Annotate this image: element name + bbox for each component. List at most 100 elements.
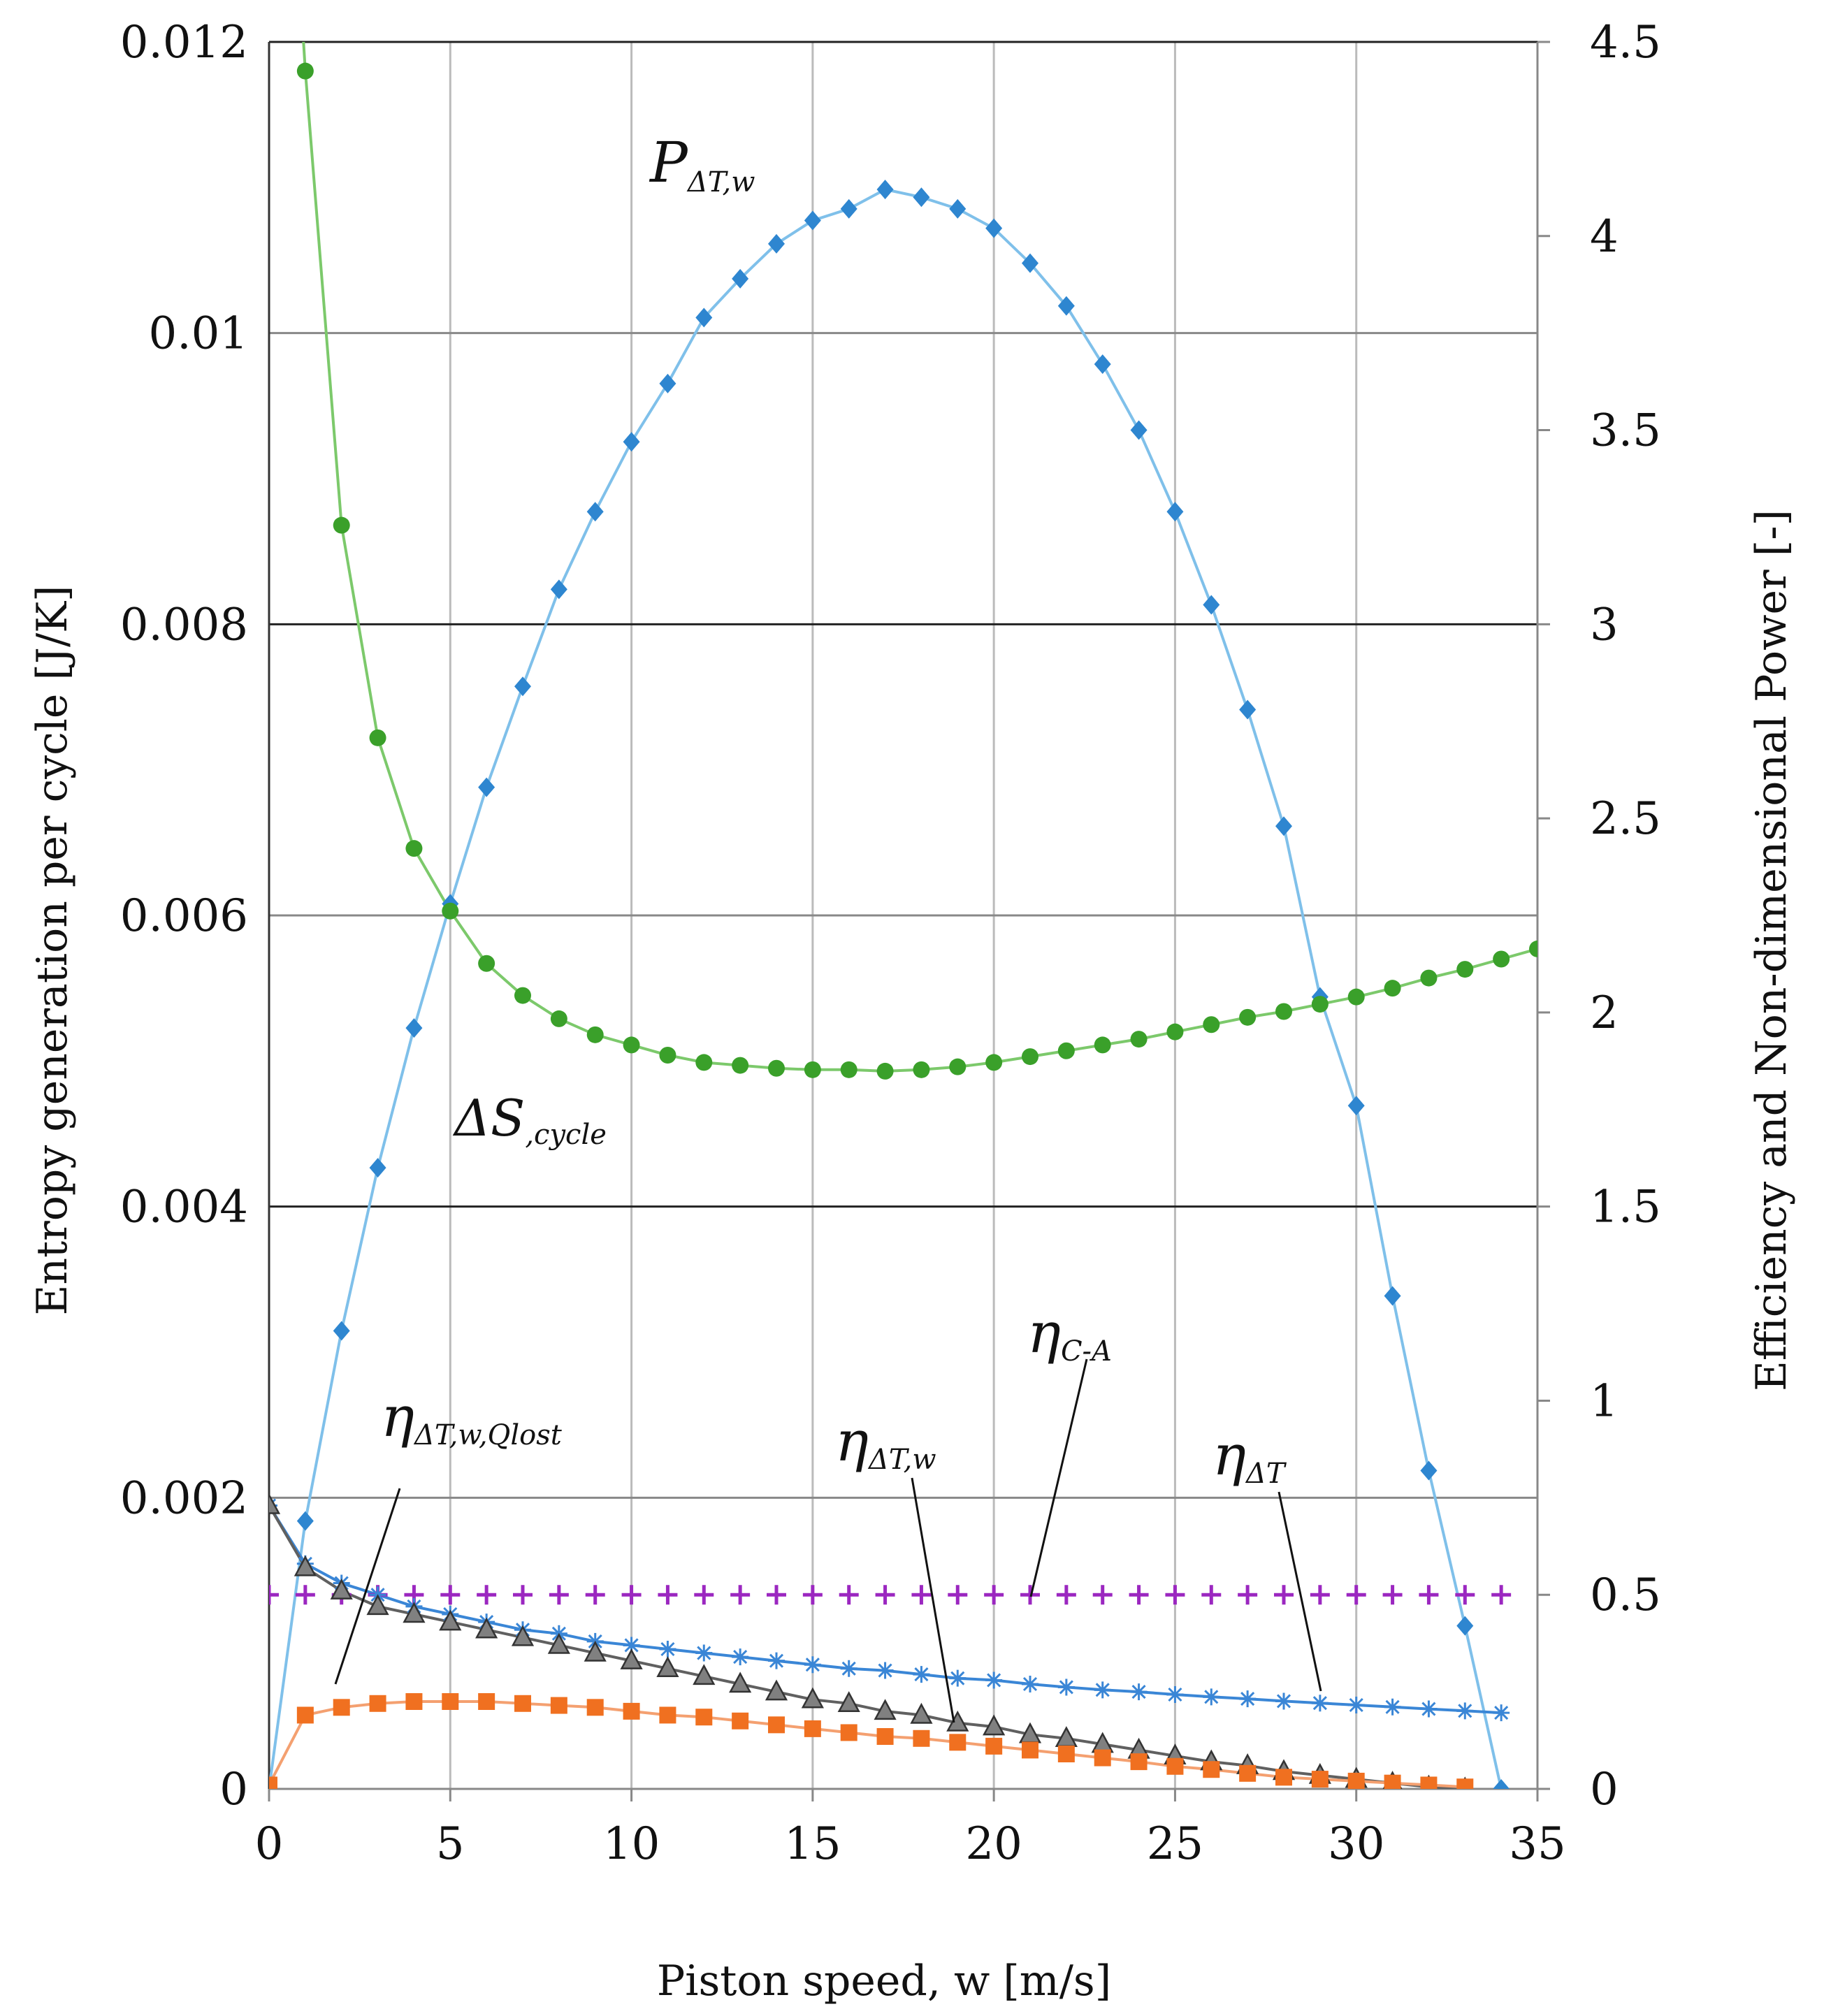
y-right-tick-label: 3.5 [1590,405,1661,457]
marker-s1-28 [1275,1003,1292,1020]
y-left-axis-title: Entropy generation per cycle [J/K] [28,586,77,1316]
marker-s2-26 [1201,1585,1222,1605]
marker-s2-32 [1419,1585,1439,1605]
leader-eta-qlost [334,1488,401,1685]
marker-s5-0 [269,1776,277,1789]
marker-s1-24 [1130,1031,1148,1048]
marker-s3-23 [1094,1681,1111,1699]
y-left-tick-label: 0.01 [149,308,249,360]
y-left-tick-label: 0.004 [120,1182,248,1233]
y-right-tick-label: 4.5 [1590,17,1661,68]
marker-s1-32 [1420,969,1438,987]
marker-s5-30 [1347,1772,1365,1789]
marker-s0-20 [985,218,1003,238]
marker-s1-18 [913,1061,930,1078]
label-eta-ca: ηC-A [1027,1300,1112,1368]
marker-s1-21 [1022,1048,1038,1066]
marker-s5-22 [1057,1746,1075,1762]
marker-s3-24 [1130,1683,1148,1701]
series-line-5 [269,1700,1465,1789]
marker-s0-16 [840,198,857,219]
marker-s5-11 [659,1706,676,1724]
marker-s5-29 [1311,1771,1329,1788]
marker-s1-10 [623,1036,640,1054]
marker-s0-9 [586,502,604,522]
marker-s1-15 [804,1061,821,1078]
marker-s0-7 [514,676,531,697]
label-entropy: ΔS,cycle [452,1089,607,1151]
y-right-tick-label: 2.5 [1590,793,1661,845]
x-tick-label: 10 [603,1818,660,1870]
marker-s5-12 [695,1709,713,1726]
y-right-tick-label: 0 [1590,1764,1619,1815]
marker-s1-19 [949,1058,967,1075]
marker-s0-33 [1456,1616,1474,1636]
marker-s3-12 [695,1644,713,1662]
marker-s5-6 [478,1693,495,1710]
marker-s1-13 [732,1057,749,1074]
marker-s3-27 [1239,1690,1257,1708]
marker-s0-28 [1275,816,1292,836]
marker-s4-5 [439,1609,462,1631]
marker-s4-7 [511,1625,535,1646]
y-right-tick-label: 3 [1590,599,1619,651]
marker-s2-25 [1165,1585,1185,1605]
marker-s5-20 [985,1737,1003,1755]
series-markers [269,62,1537,1789]
marker-s2-24 [1129,1585,1149,1605]
marker-s2-22 [1056,1585,1076,1605]
marker-s3-11 [659,1641,676,1658]
y-left-tick-label: 0.012 [120,17,248,68]
marker-s2-18 [911,1585,932,1605]
marker-s5-14 [768,1716,785,1734]
marker-s3-10 [623,1637,640,1654]
marker-s4-13 [729,1671,752,1693]
marker-s3-15 [804,1656,821,1674]
marker-s5-23 [1094,1749,1111,1767]
marker-s1-7 [514,987,531,1004]
marker-s0-32 [1420,1460,1438,1481]
marker-s0-1 [296,1511,314,1531]
marker-s5-15 [804,1720,821,1737]
marker-s4-0 [269,1493,281,1514]
marker-s0-22 [1057,296,1075,316]
y-right-axis-title: Efficiency and Non-dimensional Power [-] [1747,509,1796,1391]
y-left-tick-label: 0.002 [120,1472,248,1524]
series-line-4 [269,1504,1465,1789]
marker-s2-5 [440,1585,461,1605]
marker-s1-8 [550,1010,567,1027]
marker-s5-32 [1420,1776,1438,1789]
marker-s4-18 [910,1702,933,1724]
marker-s2-12 [694,1585,714,1605]
marker-s4-4 [403,1602,426,1623]
marker-s0-8 [550,579,567,600]
marker-s2-8 [549,1585,569,1605]
marker-s1-1 [296,62,314,80]
marker-s3-21 [1022,1676,1038,1692]
x-tick-label: 20 [965,1818,1022,1870]
y-right-tick-label: 4 [1590,211,1619,263]
marker-s0-23 [1094,354,1111,375]
marker-s4-20 [983,1714,1006,1736]
marker-s4-10 [620,1648,643,1669]
marker-s4-14 [765,1679,788,1701]
marker-s2-17 [875,1585,895,1605]
series-line-1 [302,42,1537,1073]
marker-s3-29 [1311,1695,1329,1712]
marker-s1-33 [1456,961,1474,978]
marker-s4-16 [837,1691,860,1713]
y-right-tick-labels: 0 0.5 1 1.5 2 2.5 3 3.5 4 4.5 [1537,17,1661,1815]
marker-s2-15 [802,1585,823,1605]
label-eta-dtw: ηΔT,w [835,1409,936,1476]
marker-s1-16 [840,1061,857,1078]
marker-s4-9 [584,1640,607,1662]
marker-s2-6 [477,1585,497,1605]
marker-s5-21 [1022,1741,1038,1759]
marker-s4-3 [366,1594,389,1616]
marker-s0-27 [1239,699,1257,720]
marker-s5-25 [1166,1757,1184,1775]
marker-s1-11 [659,1047,676,1064]
marker-s5-4 [405,1693,423,1710]
marker-s3-26 [1203,1688,1220,1706]
